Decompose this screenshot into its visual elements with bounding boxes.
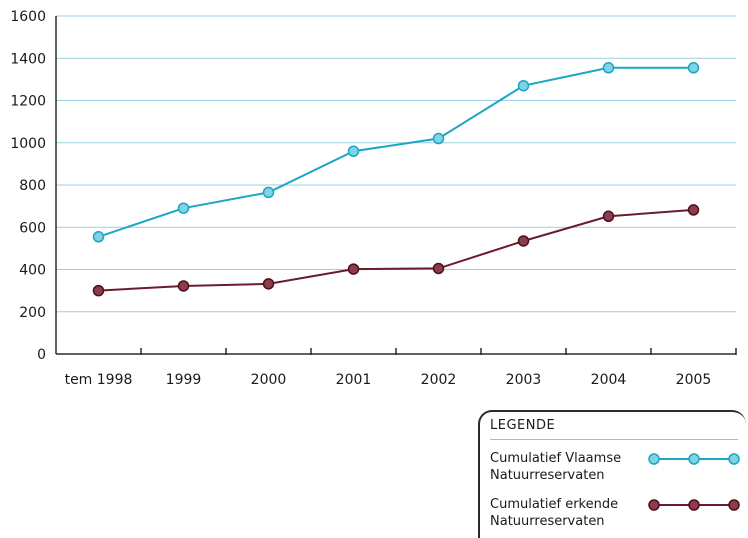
y-tick-label: 400 <box>19 263 46 279</box>
series-0-point <box>687 62 700 74</box>
y-tick-label: 1200 <box>10 94 46 110</box>
legend-sample-vlaamse-marker <box>648 453 660 465</box>
legend-sample-vlaamse-marker <box>688 453 700 465</box>
series-lines <box>98 66 694 292</box>
gridlines <box>56 15 736 313</box>
series-0-point <box>262 186 275 199</box>
line-chart: 0 200 400 600 800 1000 1200 1400 1600 tem 1998 19… <box>10 9 737 388</box>
y-axis-tick-labels: 0 200 400 600 800 1000 1200 1400 1600 <box>10 9 46 363</box>
series-0-point <box>432 132 445 145</box>
x-tick-label: 2002 <box>421 372 457 388</box>
legend-sample-vlaamse <box>648 453 740 465</box>
series-1-point <box>262 278 275 290</box>
y-tick-label: 1600 <box>10 9 46 25</box>
series-1-point <box>177 280 190 292</box>
legend-sample-erkende <box>648 499 740 511</box>
legend-label-vlaamse: Cumulatief Vlaamse Natuurreservaten <box>490 450 640 484</box>
series-1-point <box>602 210 615 223</box>
series-0-point <box>177 202 190 214</box>
y-tick-label: 1000 <box>10 136 46 152</box>
legend-sample-erkende-marker <box>728 499 740 511</box>
legend-title: LEGENDE <box>490 418 556 433</box>
series-0-point <box>347 145 360 157</box>
legend: LEGENDE Cumulatief Vlaamse Natuurreserva… <box>478 410 746 538</box>
y-tick-label: 800 <box>19 178 46 194</box>
series-0-point <box>602 62 615 74</box>
x-tick-label: 2004 <box>591 372 627 388</box>
legend-sample-erkende-marker <box>648 499 660 511</box>
series-line-1 <box>98 208 694 292</box>
series-line-0 <box>98 66 694 238</box>
y-tick-label: 0 <box>37 347 46 363</box>
legend-sample-erkende-marker <box>688 499 700 511</box>
x-tick-label: tem 1998 <box>65 372 133 388</box>
x-tick-label: 2003 <box>506 372 542 388</box>
y-tick-label: 600 <box>19 220 46 236</box>
x-tick-label: 2005 <box>676 372 712 388</box>
series-1-point <box>687 204 700 216</box>
series-1-point <box>347 263 360 275</box>
y-tick-label: 1400 <box>10 51 46 67</box>
x-axis-tick-labels: tem 1998 1999 2000 2001 2002 2003 2004 2005 <box>65 372 712 388</box>
series-0-point <box>92 231 105 243</box>
legend-sample-vlaamse-marker <box>728 453 740 465</box>
x-tick-label: 1999 <box>166 372 202 388</box>
legend-label-vlaamse-line1: Cumulatief Vlaamse <box>490 451 622 466</box>
y-tick-label: 200 <box>19 305 46 321</box>
legend-label-erkende-line2: Natuurreservaten <box>490 514 605 529</box>
legend-label-erkende-line1: Cumulatief erkende <box>490 497 619 512</box>
series-1-point <box>92 284 105 297</box>
x-axis-ticks <box>140 348 737 355</box>
series-1-point <box>517 235 530 247</box>
series-0-point <box>517 79 530 92</box>
legend-divider <box>490 439 738 440</box>
series-points <box>92 62 700 297</box>
series-1-point <box>432 262 445 275</box>
legend-label-vlaamse-line2: Natuurreservaten <box>490 468 605 483</box>
x-tick-label: 2001 <box>336 372 372 388</box>
legend-label-erkende: Cumulatief erkende Natuurreservaten <box>490 496 640 530</box>
x-tick-label: 2000 <box>251 372 287 388</box>
